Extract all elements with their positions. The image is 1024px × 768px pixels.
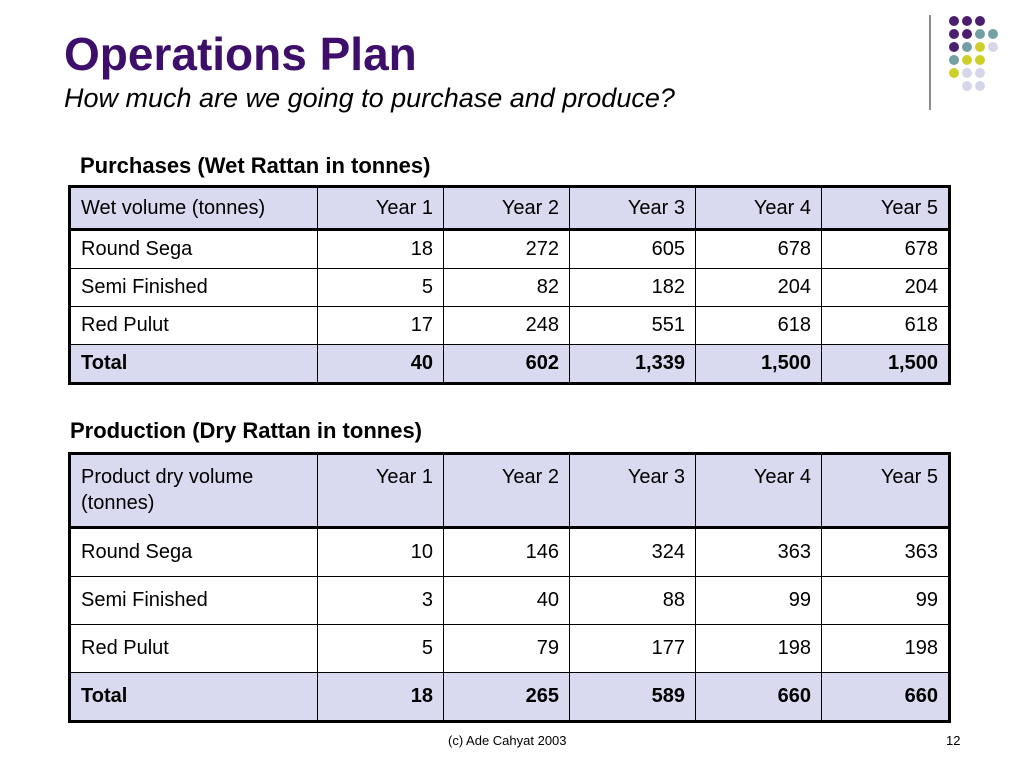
decorative-dot	[988, 42, 998, 52]
table-cell: 363	[695, 527, 822, 577]
decorative-dot	[949, 42, 959, 52]
table-header-row: Wet volume (tonnes) Year 1 Year 2 Year 3…	[69, 186, 950, 231]
table-cell: 10	[317, 527, 444, 577]
column-header: Year 4	[695, 186, 822, 231]
table-row: Semi Finished 3 40 88 99 99	[69, 576, 950, 625]
column-header: Year 1	[317, 453, 444, 529]
table-cell: 88	[569, 576, 696, 625]
table-cell: 82	[443, 268, 570, 307]
column-header: Year 1	[317, 186, 444, 231]
table-row: Round Sega 18 272 605 678 678	[69, 229, 950, 269]
decorative-dot	[962, 29, 972, 39]
decorative-dot	[962, 55, 972, 65]
decorative-dot	[975, 16, 985, 26]
row-label: Semi Finished	[69, 268, 318, 307]
decorative-dot	[949, 16, 959, 26]
table-cell: 660	[821, 672, 950, 722]
table-cell: 605	[569, 229, 696, 269]
column-header: Year 3	[569, 186, 696, 231]
decorative-dot	[949, 55, 959, 65]
table-cell: 40	[443, 576, 570, 625]
table-cell: 79	[443, 624, 570, 673]
table-cell: 99	[695, 576, 822, 625]
column-header: Year 2	[443, 186, 570, 231]
column-header: Year 3	[569, 453, 696, 529]
table-cell: 265	[443, 672, 570, 722]
decorative-dot	[988, 29, 998, 39]
row-label: Total	[69, 672, 318, 722]
table-row: Red Pulut 5 79 177 198 198	[69, 624, 950, 673]
table-cell: 618	[695, 306, 822, 345]
table-cell: 678	[695, 229, 822, 269]
table-cell: 248	[443, 306, 570, 345]
table-cell: 551	[569, 306, 696, 345]
table-cell: 1,339	[569, 344, 696, 384]
row-label: Semi Finished	[69, 576, 318, 625]
decorative-dot	[962, 42, 972, 52]
decorative-dot	[962, 81, 972, 91]
table-cell: 660	[695, 672, 822, 722]
decorative-dot	[975, 68, 985, 78]
purchases-table: Wet volume (tonnes) Year 1 Year 2 Year 3…	[68, 185, 951, 385]
decorative-dot	[949, 29, 959, 39]
table-cell: 198	[821, 624, 950, 673]
table-cell: 1,500	[695, 344, 822, 384]
table-cell: 182	[569, 268, 696, 307]
table-cell: 5	[317, 268, 444, 307]
table-cell: 272	[443, 229, 570, 269]
table-row: Semi Finished 5 82 182 204 204	[69, 268, 950, 307]
page-number: 12	[946, 733, 961, 748]
column-header: Year 5	[821, 186, 950, 231]
column-header: Year 5	[821, 453, 950, 529]
table-cell: 99	[821, 576, 950, 625]
table-header-row: Product dry volume (tonnes) Year 1 Year …	[69, 453, 950, 529]
table-total-row: Total 18 265 589 660 660	[69, 672, 950, 722]
decorative-divider	[929, 15, 931, 110]
row-label: Red Pulut	[69, 624, 318, 673]
column-header: Year 4	[695, 453, 822, 529]
production-table: Product dry volume (tonnes) Year 1 Year …	[68, 452, 951, 723]
row-label: Total	[69, 344, 318, 384]
table-total-row: Total 40 602 1,339 1,500 1,500	[69, 344, 950, 384]
row-label: Round Sega	[69, 229, 318, 269]
table-cell: 177	[569, 624, 696, 673]
table-cell: 5	[317, 624, 444, 673]
decorative-dot	[975, 29, 985, 39]
decorative-dot	[962, 16, 972, 26]
footer-copyright: (c) Ade Cahyat 2003	[448, 733, 567, 748]
slide-title: Operations Plan	[64, 28, 417, 80]
table-cell: 3	[317, 576, 444, 625]
table-cell: 324	[569, 527, 696, 577]
table-cell: 17	[317, 306, 444, 345]
row-label: Round Sega	[69, 527, 318, 577]
table-row: Red Pulut 17 248 551 618 618	[69, 306, 950, 345]
column-header: Year 2	[443, 453, 570, 529]
production-heading: Production (Dry Rattan in tonnes)	[70, 418, 422, 443]
decorative-dot	[975, 42, 985, 52]
decorative-dot	[975, 81, 985, 91]
table-cell: 18	[317, 229, 444, 269]
decorative-dot	[962, 68, 972, 78]
table-cell: 204	[821, 268, 950, 307]
column-header: Product dry volume (tonnes)	[69, 453, 318, 529]
column-header: Wet volume (tonnes)	[69, 186, 318, 231]
slide-subtitle: How much are we going to purchase and pr…	[64, 83, 675, 113]
table-row: Round Sega 10 146 324 363 363	[69, 527, 950, 577]
table-cell: 146	[443, 527, 570, 577]
table-cell: 204	[695, 268, 822, 307]
row-label: Red Pulut	[69, 306, 318, 345]
decorative-dot	[975, 55, 985, 65]
table-cell: 198	[695, 624, 822, 673]
table-cell: 18	[317, 672, 444, 722]
table-cell: 618	[821, 306, 950, 345]
table-cell: 678	[821, 229, 950, 269]
table-cell: 1,500	[821, 344, 950, 384]
decorative-dot	[949, 68, 959, 78]
table-cell: 602	[443, 344, 570, 384]
table-cell: 40	[317, 344, 444, 384]
table-cell: 589	[569, 672, 696, 722]
table-cell: 363	[821, 527, 950, 577]
purchases-heading: Purchases (Wet Rattan in tonnes)	[80, 153, 431, 178]
